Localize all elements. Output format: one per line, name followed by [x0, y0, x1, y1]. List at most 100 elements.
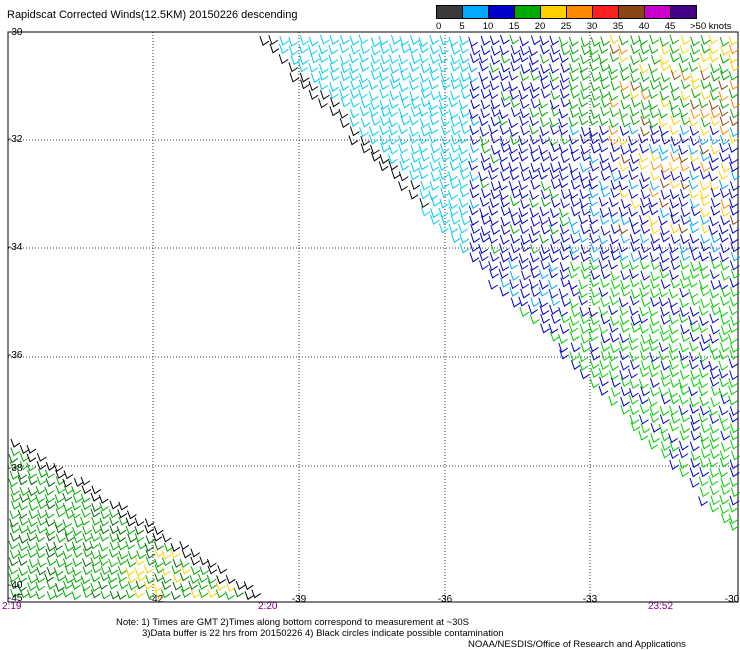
wind-barb: [308, 62, 319, 73]
wind-barb: [388, 154, 398, 165]
wind-barb: [629, 387, 639, 398]
x-label-36: -36: [437, 594, 453, 605]
legend-label-9: 45: [664, 21, 676, 32]
wind-barb: [448, 171, 458, 182]
wind-barb: [618, 250, 629, 261]
wind-barb: [109, 525, 120, 535]
wind-barb: [719, 457, 730, 468]
wind-barb: [660, 279, 671, 290]
wind-barb: [409, 91, 420, 102]
wind-barb: [680, 35, 691, 46]
wind-barb: [569, 351, 580, 362]
wind-barb: [689, 332, 700, 342]
wind-barb: [670, 170, 681, 181]
wind-barb: [640, 109, 651, 120]
wind-barb: [370, 45, 381, 56]
wind-barb: [600, 225, 611, 236]
wind-barb: [64, 565, 75, 575]
wind-barb: [679, 53, 689, 64]
wind-barb: [458, 144, 469, 155]
wind-barb: [728, 395, 738, 406]
wind-barb: [549, 188, 559, 199]
wind-barb: [630, 80, 640, 91]
wind-barb: [379, 80, 389, 91]
wind-barb: [608, 259, 618, 270]
wind-barb: [438, 90, 448, 101]
wind-barb: [560, 313, 571, 324]
wind-barb: [438, 223, 449, 234]
wind-barb: [618, 161, 629, 172]
wind-barb: [658, 108, 668, 119]
wind-barb: [718, 368, 729, 379]
wind-barb: [478, 61, 489, 72]
wind-barb: [10, 486, 20, 496]
wind-barb: [568, 268, 578, 279]
wind-barb: [519, 279, 530, 290]
wind-barb: [700, 151, 710, 162]
wind-barb: [580, 45, 591, 56]
wind-barb: [538, 279, 549, 290]
wind-barb: [490, 145, 501, 156]
wind-barb: [600, 106, 610, 117]
wind-barb: [550, 234, 560, 245]
wind-barb: [428, 106, 439, 117]
wind-barb: [480, 226, 491, 237]
wind-barb: [500, 197, 510, 208]
wind-barb: [728, 514, 739, 525]
wind-barb: [668, 99, 679, 110]
wind-barb: [45, 461, 56, 471]
wind-barb: [649, 187, 659, 198]
wind-barb: [499, 190, 509, 201]
wind-barb: [380, 107, 391, 118]
wind-barb: [508, 70, 519, 81]
wind-barb: [479, 232, 490, 243]
wind-barb: [559, 324, 570, 335]
wind-barb: [459, 53, 470, 64]
wind-barb: [569, 63, 579, 74]
wind-barb: [689, 441, 700, 452]
y-label-36: -36: [8, 350, 23, 361]
wind-barb: [669, 405, 679, 416]
wind-barb: [19, 461, 30, 471]
wind-barb: [720, 325, 731, 336]
wind-barb: [578, 279, 589, 290]
wind-barb: [37, 516, 47, 526]
wind-barb: [679, 307, 690, 318]
wind-barb: [669, 125, 679, 136]
wind-barb: [628, 333, 639, 344]
wind-barb: [728, 188, 739, 199]
wind-barb: [658, 287, 669, 298]
wind-barb: [599, 88, 610, 99]
color-scale-legend: 0 5 10 15 20 25 30 35 40 45 >50 knots: [436, 5, 731, 37]
wind-barb: [580, 178, 591, 189]
wind-barb: [278, 54, 289, 65]
wind-barb: [26, 493, 37, 503]
wind-barb: [26, 453, 37, 463]
wind-barb: [700, 439, 711, 450]
grid-lines: [8, 32, 738, 602]
wind-barb: [638, 394, 649, 405]
wind-barb: [658, 215, 668, 226]
wind-barb: [620, 322, 630, 333]
wind-barb: [500, 277, 510, 288]
wind-barb: [154, 564, 165, 574]
wind-barb: [18, 524, 29, 534]
wind-barb: [590, 295, 601, 306]
wind-barb: [418, 106, 429, 117]
wind-barb: [520, 81, 531, 92]
wind-barb: [459, 107, 470, 118]
wind-barb: [679, 259, 690, 270]
wind-barb: [469, 215, 479, 226]
wind-barb: [298, 43, 309, 54]
wind-barb: [125, 525, 136, 535]
wind-barb: [318, 80, 329, 91]
wind-barb: [570, 307, 581, 318]
wind-barb: [710, 280, 721, 291]
wind-barb: [117, 509, 128, 519]
wind-barb: [640, 423, 651, 434]
wind-barb: [689, 198, 700, 209]
wind-barb: [80, 575, 91, 585]
wind-barb: [680, 115, 691, 126]
wind-barb: [490, 181, 501, 192]
wind-barb: [330, 71, 340, 82]
